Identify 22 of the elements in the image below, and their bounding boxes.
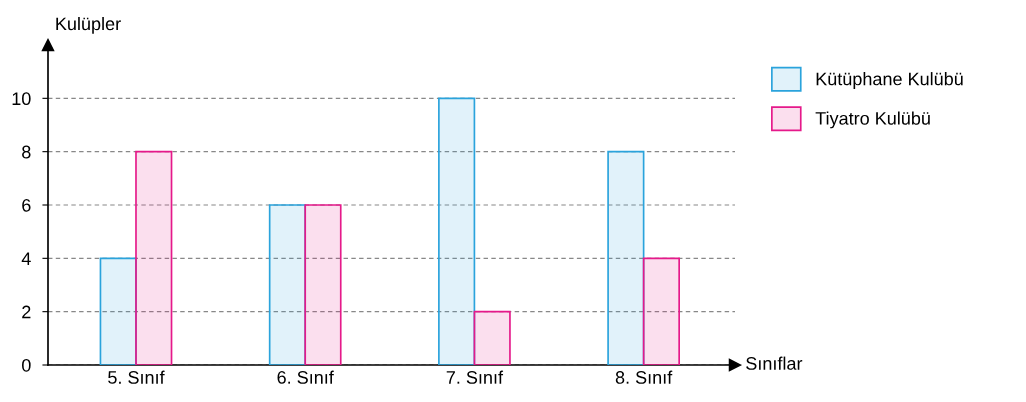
x-tick-label: 6. Sınıf [277, 370, 334, 384]
y-tick-label: 10 [12, 92, 31, 106]
bar [438, 97, 476, 365]
y-tick-label: 2 [22, 305, 31, 319]
bar [607, 150, 645, 365]
x-tick-label: 5. Sınıf [108, 370, 165, 384]
bar [268, 204, 307, 365]
y-tick-label: 4 [21, 252, 31, 265]
bar [135, 150, 173, 365]
y-axis-title: Kulüpler [56, 16, 121, 34]
x-tick-label: 8. Sınıf [615, 370, 673, 384]
y-tick-label: 0 [22, 358, 31, 372]
legend-label: Tiyatro Kulübü [815, 111, 930, 129]
x-axis-title: Sınıflar [746, 356, 803, 370]
bar [642, 257, 680, 365]
bar [473, 310, 511, 365]
bar [304, 204, 342, 365]
y-tick-label: 8 [22, 145, 31, 159]
bar [99, 257, 137, 365]
y-tick-label: 6 [22, 198, 31, 212]
x-tick-label: 7. Sınıf [446, 370, 504, 384]
legend-label: Kütüphane Kulübü [816, 72, 963, 89]
